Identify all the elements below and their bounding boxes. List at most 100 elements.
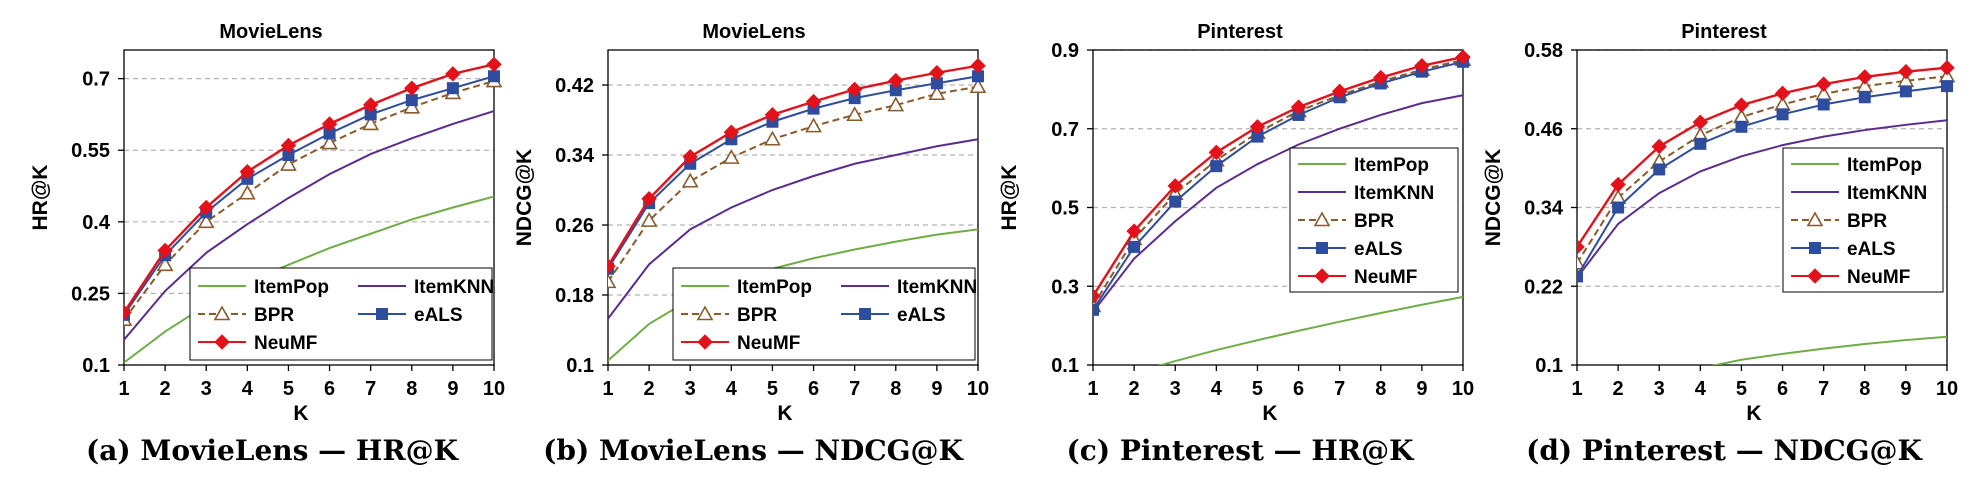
data-point-eals <box>1093 303 1099 316</box>
legend-marker-bpr <box>1313 211 1331 227</box>
data-point-neumf <box>970 58 986 74</box>
chart-title: MovieLens <box>702 21 805 43</box>
data-point-eals <box>488 70 500 83</box>
x-tick-label: 1 <box>602 378 613 400</box>
legend-marker-bpr <box>696 305 714 321</box>
data-point-neumf <box>1651 138 1667 155</box>
figure-caption: (b) MovieLens — NDCG@K <box>543 434 964 467</box>
legend-label: NeuMF <box>1847 267 1910 288</box>
legend-label: eALS <box>897 305 946 326</box>
data-point-neumf <box>404 80 420 96</box>
x-tick-label: 10 <box>1936 378 1958 400</box>
x-axis-label: K <box>1746 402 1761 425</box>
legend-label: ItemPop <box>1354 155 1429 176</box>
x-tick-label: 4 <box>1695 378 1707 400</box>
data-point-neumf <box>239 163 256 180</box>
data-point-eals <box>1128 240 1141 253</box>
x-tick-label: 2 <box>160 378 171 400</box>
data-point-neumf <box>1208 144 1225 161</box>
data-point-bpr <box>197 213 215 229</box>
x-tick-label: 4 <box>726 378 738 400</box>
data-point-neumf <box>124 304 132 321</box>
legend-label: ItemKNN <box>414 277 494 298</box>
series-line-neumf <box>1093 55 1464 297</box>
plot-frame <box>123 49 495 366</box>
series-group <box>608 58 987 362</box>
data-point-eals <box>1858 91 1871 104</box>
x-tick-label: 6 <box>1293 378 1304 400</box>
x-axis-label: K <box>293 402 308 425</box>
x-tick-label: 8 <box>890 378 901 400</box>
x-tick-label: 9 <box>1900 378 1911 400</box>
legend-label: eALS <box>1847 239 1896 260</box>
data-point-neumf <box>1692 114 1709 130</box>
x-tick-label: 8 <box>1859 378 1870 400</box>
chart-panel-3: 0.1 0.3 0.5 0.7 0.9 1 2 3 4 5 6 7 8 9 10 Pinterest K HR@K… <box>998 21 1474 467</box>
legend: ItemPop ItemKNN BPR eALS NeuMF <box>1289 147 1459 293</box>
x-tick-label: 6 <box>1777 378 1788 400</box>
y-tick-label: 0.4 <box>82 212 111 234</box>
x-tick-label: 9 <box>1416 378 1427 400</box>
plot-frame <box>607 49 979 366</box>
legend-box <box>1289 147 1459 293</box>
legend-marker-neumf <box>697 334 713 350</box>
legend-marker-eals <box>1809 242 1821 254</box>
legend-label: ItemPop <box>737 277 812 298</box>
legend-marker-neumf <box>1807 268 1823 284</box>
data-point-neumf <box>1455 49 1471 65</box>
legend-label: BPR <box>737 305 777 326</box>
legend-box <box>1782 147 1944 293</box>
legend-box <box>672 267 976 361</box>
legend-label: NeuMF <box>737 333 800 354</box>
series-line-itempop <box>608 228 979 362</box>
x-tick-label: 1 <box>1087 378 1098 400</box>
data-point-neumf <box>805 93 822 110</box>
x-tick-label: 5 <box>1736 378 1747 400</box>
data-point-neumf <box>1577 239 1585 255</box>
legend-label: ItemKNN <box>1847 183 1927 204</box>
data-point-neumf <box>846 81 863 98</box>
data-point-neumf <box>1774 85 1791 102</box>
series-line-bpr <box>1093 58 1464 307</box>
y-tick-label: 0.25 <box>71 283 110 305</box>
data-point-bpr <box>764 130 781 146</box>
data-point-neumf <box>1167 178 1183 194</box>
data-point-neumf <box>445 66 461 82</box>
data-point-neumf <box>486 56 502 73</box>
legend-marker-bpr <box>1806 211 1824 227</box>
series-line-neumf <box>124 63 495 314</box>
data-point-bpr <box>156 256 174 272</box>
x-tick-label: 10 <box>1452 378 1474 400</box>
legend-label: BPR <box>1847 211 1887 232</box>
data-point-neumf <box>1414 58 1430 74</box>
legend: ItemPop ItemKNN BPR eALS NeuMF <box>1782 147 1944 293</box>
legend-marker-eals <box>1316 242 1328 254</box>
figure-caption: (d) Pinterest — NDCG@K <box>1526 434 1923 467</box>
x-tick-label: 10 <box>967 378 989 400</box>
data-point-bpr <box>928 85 946 101</box>
data-point-neumf <box>608 258 616 274</box>
data-point-neumf <box>1898 63 1914 80</box>
data-point-eals <box>1169 195 1182 208</box>
data-point-eals <box>1612 201 1625 214</box>
y-tick-label: 0.26 <box>555 215 594 237</box>
series-line-eals <box>1577 85 1948 277</box>
data-point-neumf <box>1939 60 1955 76</box>
data-point-eals <box>1653 163 1666 176</box>
data-point-neumf <box>280 137 297 154</box>
y-tick-label: 0.42 <box>555 75 594 97</box>
data-point-neumf <box>888 72 904 89</box>
y-tick-label: 0.1 <box>82 355 110 377</box>
data-point-neumf <box>1857 69 1873 85</box>
legend-label: ItemPop <box>254 277 329 298</box>
series-line-itemknn <box>124 110 495 341</box>
y-axis-label: HR@K <box>29 165 52 231</box>
data-point-bpr <box>238 184 256 200</box>
y-tick-label: 0.34 <box>555 145 595 167</box>
legend-label: eALS <box>1354 239 1403 260</box>
series-line-bpr <box>124 80 495 321</box>
data-point-neumf <box>321 116 338 132</box>
legend-box <box>189 267 493 361</box>
series-group <box>124 56 503 364</box>
